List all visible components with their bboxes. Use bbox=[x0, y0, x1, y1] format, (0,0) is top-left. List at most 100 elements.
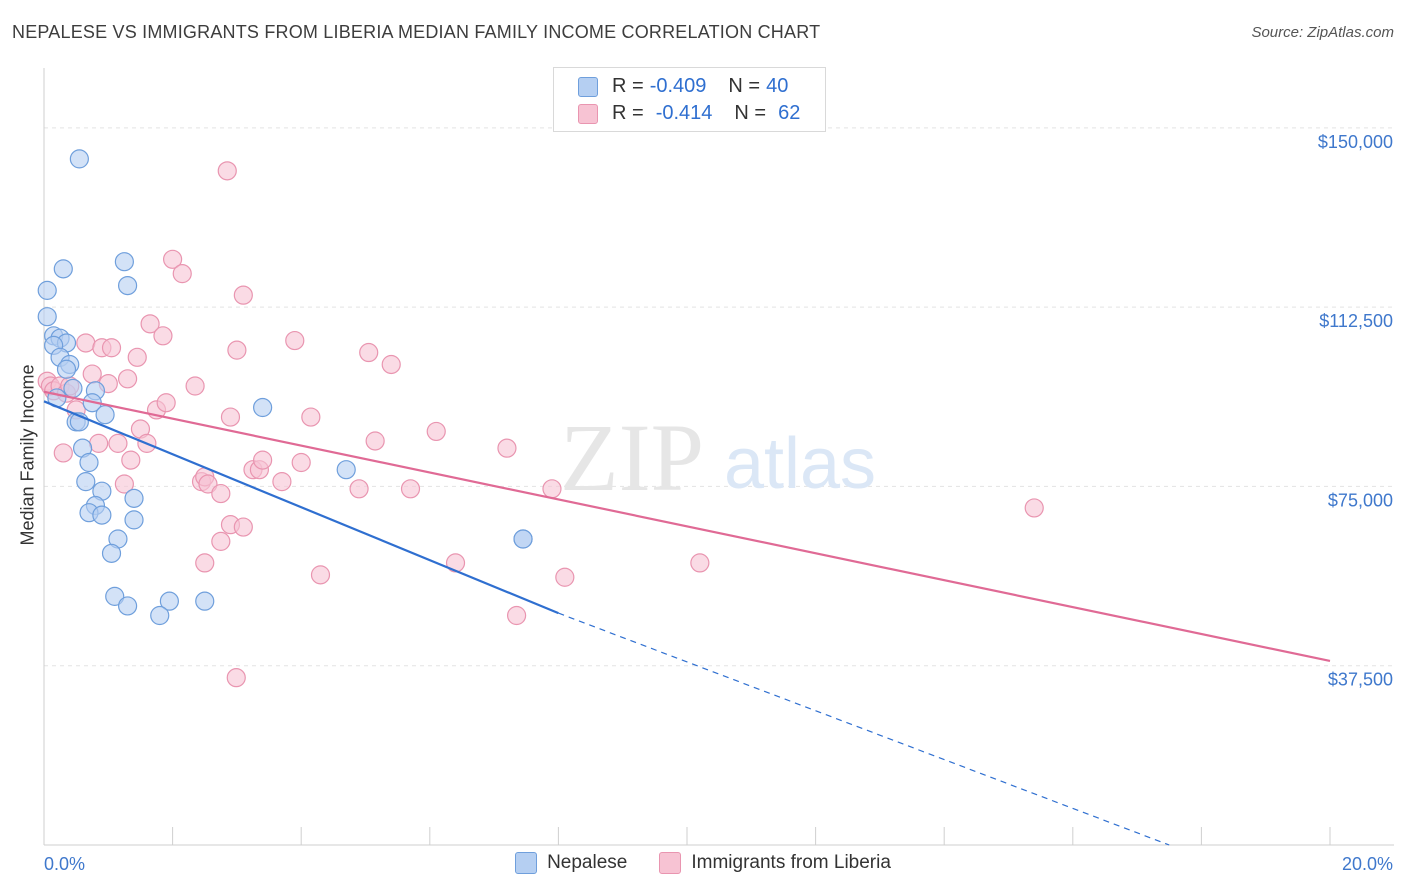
liberia-point bbox=[220, 407, 241, 427]
liberia-point bbox=[400, 479, 421, 499]
liberia-point bbox=[426, 421, 446, 442]
nepalese-r-value: -0.409 bbox=[649, 75, 707, 97]
liberia-trend-line bbox=[43, 390, 1331, 662]
liberia-point bbox=[127, 347, 147, 367]
nepalese-point bbox=[513, 529, 533, 549]
y-axis-title: Median Family Income bbox=[17, 364, 38, 546]
correlation-legend: R = -0.409 N = 40 R = -0.414 N = 62 bbox=[553, 67, 826, 132]
liberia-point bbox=[217, 161, 237, 181]
liberia-r-value: -0.414 bbox=[655, 102, 713, 124]
liberia-point bbox=[195, 553, 215, 573]
nepalese-trend-extension bbox=[558, 612, 1170, 846]
liberia-point bbox=[497, 438, 517, 458]
liberia-point bbox=[233, 517, 253, 537]
liberia-point bbox=[1024, 498, 1044, 518]
n-label: N = bbox=[728, 75, 761, 97]
liberia-point bbox=[349, 479, 369, 499]
liberia-point bbox=[211, 531, 231, 551]
watermark-atlas: atlas bbox=[724, 424, 876, 504]
liberia-point bbox=[253, 450, 273, 470]
liberia-point bbox=[285, 330, 305, 351]
liberia-point bbox=[117, 369, 138, 389]
liberia-point bbox=[114, 474, 134, 494]
nepalese-point bbox=[76, 472, 96, 492]
nepalese-point bbox=[114, 252, 134, 272]
liberia-point bbox=[185, 376, 205, 396]
liberia-point bbox=[310, 565, 331, 585]
liberia-point bbox=[365, 431, 385, 451]
liberia-point bbox=[226, 668, 246, 688]
liberia-point bbox=[153, 326, 173, 346]
nepalese-point bbox=[101, 543, 122, 563]
liberia-point bbox=[381, 354, 401, 375]
liberia-legend-label: Immigrants from Liberia bbox=[691, 852, 891, 873]
liberia-point bbox=[555, 567, 575, 587]
liberia-point bbox=[227, 340, 247, 360]
trend-layer bbox=[43, 390, 1331, 846]
legend-row-nepalese: R = -0.409 N = 40 bbox=[578, 75, 788, 98]
liberia-point bbox=[301, 407, 321, 427]
liberia-point bbox=[507, 605, 527, 626]
nepalese-point bbox=[105, 586, 125, 606]
liberia-point bbox=[233, 285, 253, 305]
nepalese-point bbox=[195, 591, 215, 611]
y-tick-label: $150,000 bbox=[1318, 132, 1393, 152]
point-layer bbox=[37, 149, 1044, 688]
chart-title: NEPALESE VS IMMIGRANTS FROM LIBERIA MEDI… bbox=[12, 22, 821, 42]
source-label: Source: ZipAtlas.com bbox=[1251, 24, 1394, 41]
liberia-point bbox=[690, 553, 710, 573]
liberia-point bbox=[89, 433, 109, 453]
label-layer: $37,500 $75,000 $112,500 $150,000 0.0% 20.0% bbox=[44, 132, 1393, 874]
legend-row-liberia: R = -0.414 N = 62 bbox=[578, 102, 800, 125]
r-label: R = bbox=[612, 75, 644, 97]
nepalese-point bbox=[95, 405, 115, 425]
nepalese-point bbox=[117, 275, 138, 296]
n-label: N = bbox=[734, 102, 767, 124]
x-tick-label-max: 20.0% bbox=[1342, 854, 1393, 874]
nepalese-point bbox=[63, 378, 83, 398]
liberia-point bbox=[156, 393, 176, 413]
nepalese-point bbox=[37, 280, 57, 300]
y-tick-label: $75,000 bbox=[1328, 490, 1393, 510]
liberia-point bbox=[76, 333, 96, 353]
nepalese-legend-swatch bbox=[515, 852, 538, 874]
liberia-point bbox=[198, 474, 218, 494]
nepalese-point bbox=[92, 505, 112, 525]
nepalese-point bbox=[124, 510, 144, 530]
watermark-zip: ZIP bbox=[560, 404, 704, 511]
nepalese-point bbox=[37, 307, 57, 327]
liberia-point bbox=[359, 342, 379, 363]
liberia-point bbox=[163, 249, 183, 269]
liberia-legend-swatch bbox=[659, 852, 682, 874]
r-label: R = bbox=[612, 102, 644, 124]
nepalese-point bbox=[56, 359, 77, 379]
liberia-point bbox=[101, 338, 122, 358]
liberia-point bbox=[291, 452, 311, 473]
liberia-point bbox=[211, 483, 231, 504]
nepalese-point bbox=[159, 591, 179, 611]
nepalese-legend-label: Nepalese bbox=[547, 852, 628, 873]
series-legend: Nepalese Immigrants from Liberia bbox=[0, 852, 1406, 874]
liberia-swatch bbox=[578, 103, 598, 124]
liberia-point bbox=[172, 264, 192, 284]
y-tick-label: $112,500 bbox=[1319, 311, 1393, 331]
liberia-point bbox=[121, 450, 141, 470]
liberia-point bbox=[53, 443, 73, 463]
nepalese-n-value: 40 bbox=[766, 75, 789, 97]
liberia-point bbox=[542, 479, 562, 499]
liberia-point bbox=[140, 314, 160, 334]
liberia-n-value: 62 bbox=[778, 102, 801, 124]
nepalese-point bbox=[253, 397, 273, 418]
grid-layer bbox=[44, 127, 1394, 667]
axis-layer bbox=[43, 68, 1394, 846]
nepalese-point bbox=[150, 605, 170, 626]
nepalese-point bbox=[79, 452, 99, 473]
watermark: ZIP atlas bbox=[560, 404, 876, 511]
nepalese-point bbox=[124, 488, 144, 508]
legend-item-liberia[interactable]: Immigrants from Liberia bbox=[659, 852, 891, 874]
nepalese-point bbox=[53, 259, 73, 279]
legend-item-nepalese[interactable]: Nepalese bbox=[515, 852, 627, 874]
nepalese-trend-line bbox=[43, 400, 559, 615]
nepalese-swatch bbox=[578, 76, 598, 97]
